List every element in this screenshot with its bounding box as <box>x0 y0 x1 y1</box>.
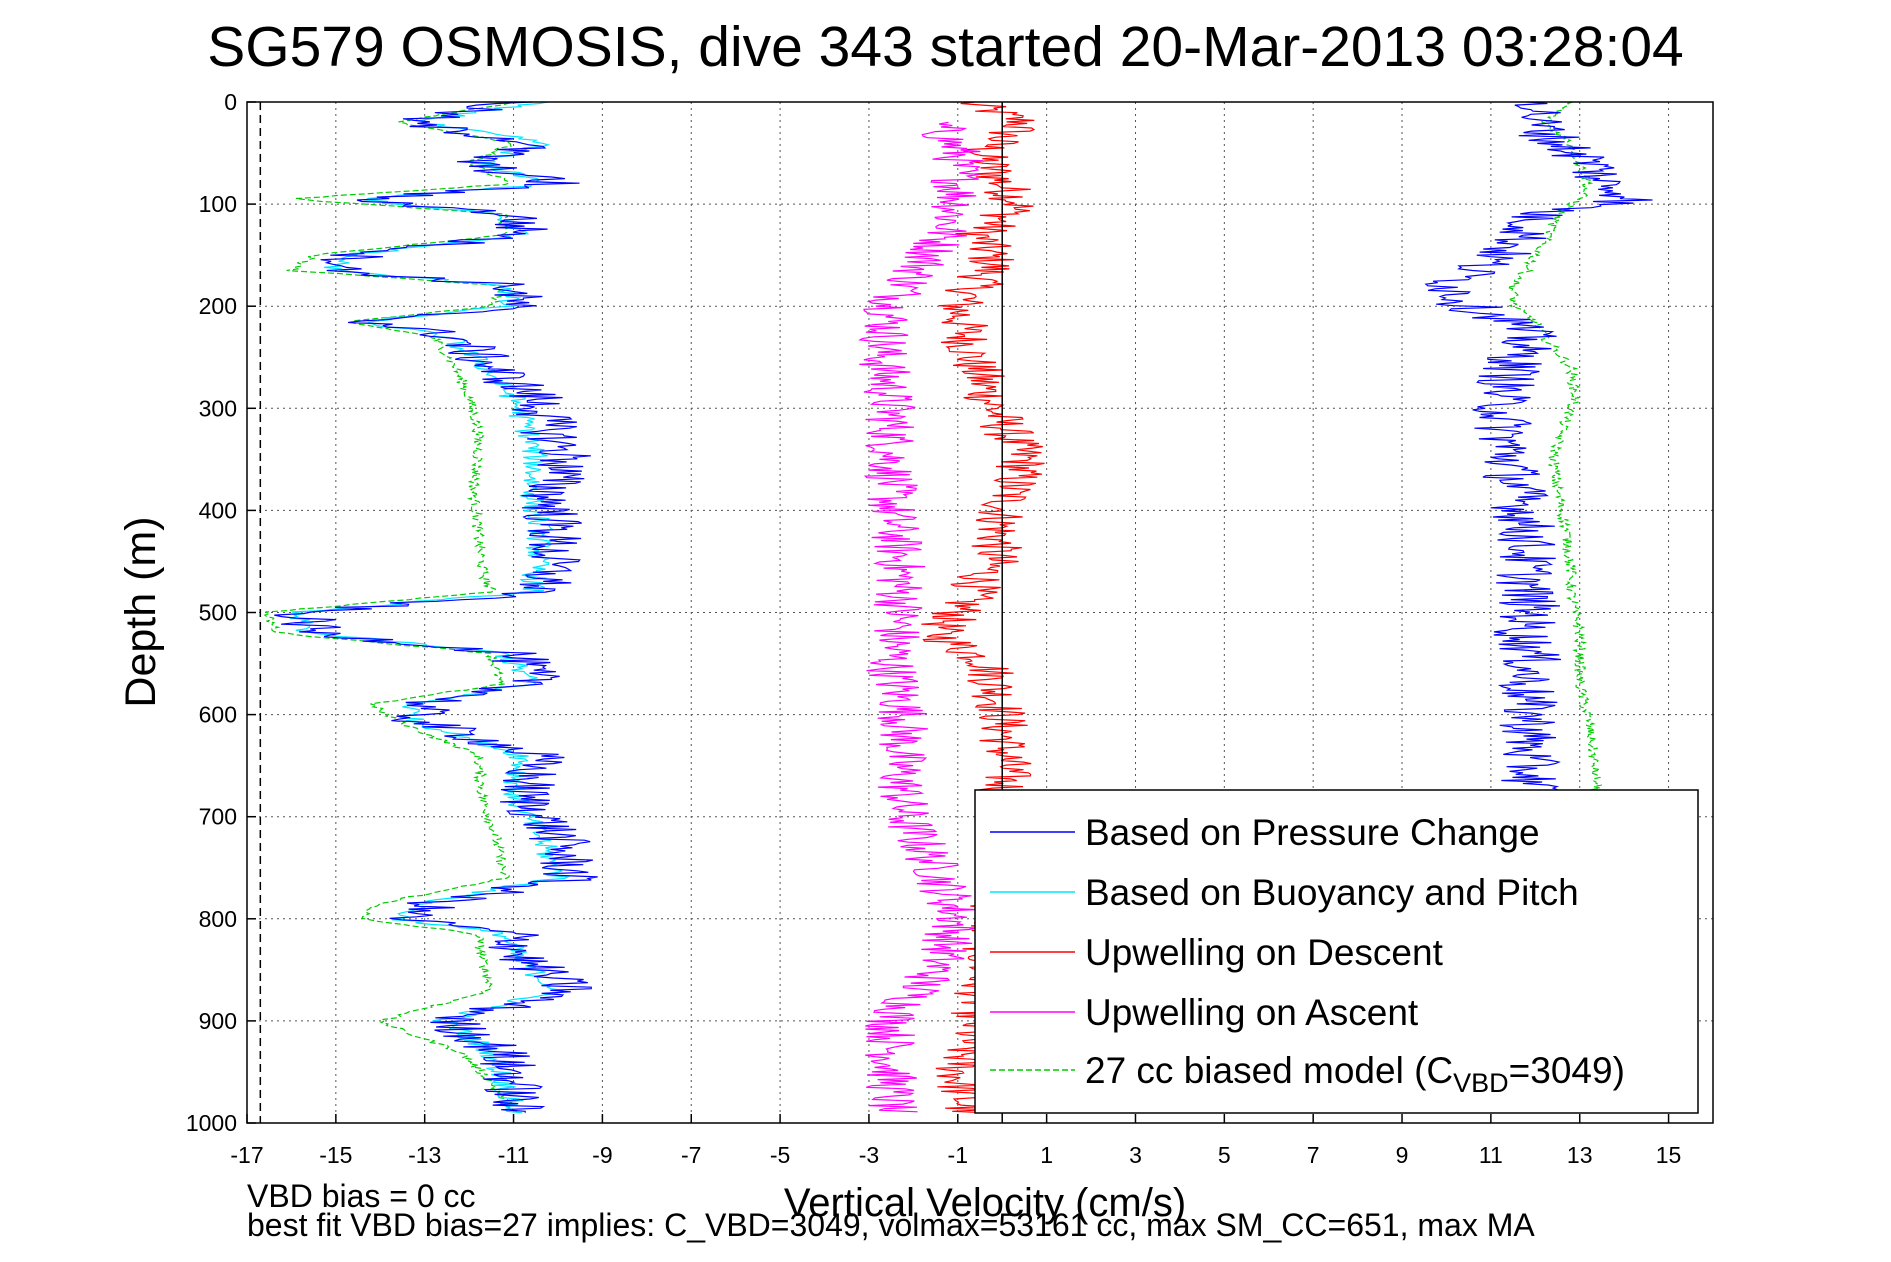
legend-label-text: Based on Buoyancy and Pitch <box>1085 872 1579 913</box>
x-tick-label: -3 <box>859 1142 879 1168</box>
x-tick-label: 5 <box>1218 1142 1231 1168</box>
series-line-ascent <box>1506 101 1602 797</box>
y-tick-label: 700 <box>199 804 237 830</box>
legend-label-text: 27 cc biased model (C <box>1085 1050 1453 1091</box>
legend-label-text: Based on Pressure Change <box>1085 812 1540 853</box>
vbd-bias-label: VBD bias = 0 cc <box>247 1178 476 1214</box>
y-tick-label: 200 <box>199 293 237 319</box>
x-tick-label: 7 <box>1307 1142 1320 1168</box>
legend: Based on Pressure Change Based on Buoyanc… <box>974 789 1699 1114</box>
legend-label: Upwelling on Descent <box>1085 932 1444 973</box>
y-tick-label: 100 <box>199 191 237 217</box>
legend-box <box>974 789 1699 1114</box>
x-axis-label: Vertical Velocity (cm/s) <box>784 1181 1186 1225</box>
x-tick-label: 9 <box>1396 1142 1409 1168</box>
x-tick-label: 15 <box>1656 1142 1682 1168</box>
y-tick-label: 300 <box>199 395 237 421</box>
chart-title: SG579 OSMOSIS, dive 343 started 20-Mar-2… <box>207 15 1684 79</box>
legend-label: 27 cc biased model (CVBD=3049) <box>1085 1050 1625 1098</box>
x-tick-label: 3 <box>1129 1142 1142 1168</box>
y-axis-label: Depth (m) <box>117 516 165 707</box>
x-tick-label: -17 <box>230 1142 263 1168</box>
legend-label-suffix: =3049) <box>1509 1050 1625 1091</box>
y-tick-label: 0 <box>224 89 237 115</box>
x-tick-label: -15 <box>319 1142 352 1168</box>
y-axis-ticks: 0 100 200 300 400 500 600 700 800 900 1000 <box>186 89 256 1136</box>
y-tick-label: 400 <box>199 497 237 523</box>
y-tick-label: 800 <box>199 906 237 932</box>
series-line <box>857 121 983 1113</box>
series-line-ascent <box>1424 101 1653 797</box>
best-fit-text: best fit VBD bias=27 implies: C_VBD=3049… <box>247 1207 1535 1243</box>
x-tick-label: -9 <box>592 1142 612 1168</box>
legend-label-subscript: VBD <box>1453 1068 1509 1098</box>
x-tick-label: -7 <box>681 1142 701 1168</box>
x-tick-label: 1 <box>1040 1142 1053 1168</box>
x-tick-label: -11 <box>498 1142 530 1168</box>
y-tick-label: 500 <box>199 600 237 626</box>
x-tick-label: 13 <box>1567 1142 1593 1168</box>
legend-label-text: Upwelling on Ascent <box>1085 992 1419 1033</box>
x-tick-label: -1 <box>948 1142 968 1168</box>
legend-label-text: Upwelling on Descent <box>1085 932 1444 973</box>
x-axis-ticks: -17 -15 -13 -11 -9 -7 -5 -3 -1 1 3 5 7 9 11 13 15 <box>230 1114 1681 1168</box>
y-tick-label: 1000 <box>186 1110 237 1136</box>
x-tick-label: -5 <box>770 1142 790 1168</box>
y-tick-label: 600 <box>199 702 237 728</box>
legend-label: Based on Pressure Change <box>1085 812 1540 853</box>
legend-label: Based on Buoyancy and Pitch <box>1085 872 1579 913</box>
series-line-descent <box>263 101 519 1114</box>
legend-label: Upwelling on Ascent <box>1085 992 1419 1033</box>
series-line-descent <box>274 101 598 1113</box>
x-tick-label: 11 <box>1479 1142 1503 1168</box>
x-tick-label: -13 <box>408 1142 441 1168</box>
y-tick-label: 900 <box>199 1008 237 1034</box>
